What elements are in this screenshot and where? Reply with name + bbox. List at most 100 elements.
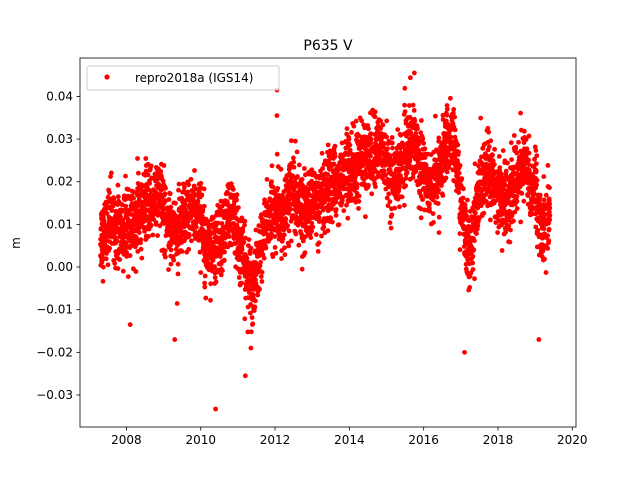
- data-point: [473, 210, 478, 216]
- data-point: [176, 181, 182, 187]
- x-tick-label: 2010: [185, 433, 216, 447]
- data-point: [202, 284, 208, 290]
- data-point: [384, 134, 389, 140]
- data-point: [518, 110, 523, 116]
- data-point: [542, 256, 547, 262]
- data-point: [222, 249, 227, 255]
- data-point: [543, 192, 549, 198]
- data-point: [452, 114, 457, 120]
- data-point: [431, 220, 436, 225]
- data-point: [541, 197, 547, 203]
- data-point: [145, 172, 151, 178]
- data-point: [547, 213, 553, 218]
- data-point: [189, 238, 194, 244]
- data-point: [521, 198, 527, 204]
- y-tick-label: 0.04: [46, 89, 73, 103]
- data-point: [330, 219, 335, 225]
- data-point: [166, 267, 171, 272]
- y-tick-label: 0.03: [46, 132, 73, 146]
- data-point: [123, 241, 129, 247]
- data-point: [470, 254, 476, 259]
- data-point: [109, 170, 114, 176]
- data-point: [451, 107, 457, 112]
- outlier-point: [213, 406, 219, 412]
- legend: repro2018a (IGS14): [86, 65, 280, 91]
- data-point: [519, 191, 525, 196]
- data-point: [434, 194, 440, 200]
- legend-marker: [104, 74, 110, 80]
- data-point: [448, 95, 453, 101]
- data-point: [279, 256, 284, 261]
- data-point: [291, 164, 297, 170]
- data-point: [488, 138, 494, 144]
- data-point: [508, 227, 513, 233]
- data-point: [541, 226, 547, 232]
- data-point: [123, 173, 128, 179]
- data-point: [168, 204, 174, 210]
- data-point: [291, 155, 296, 161]
- data-point: [158, 169, 164, 174]
- data-point: [125, 193, 131, 199]
- data-point: [188, 176, 194, 182]
- data-point: [380, 122, 386, 128]
- data-point: [456, 190, 462, 195]
- data-point: [491, 162, 497, 168]
- data-point: [329, 206, 335, 211]
- data-point: [134, 235, 139, 240]
- data-point: [293, 231, 299, 237]
- outlier-point: [274, 113, 280, 118]
- data-point: [299, 177, 305, 182]
- data-point: [457, 163, 463, 169]
- data-point: [381, 140, 386, 146]
- data-point: [534, 177, 540, 183]
- x-tick-label: 2016: [408, 433, 439, 447]
- data-point: [173, 200, 178, 206]
- data-point: [399, 194, 405, 200]
- data-point: [147, 181, 153, 186]
- data-point: [389, 135, 395, 140]
- data-point: [310, 224, 316, 230]
- data-point: [148, 222, 154, 228]
- data-point: [488, 217, 493, 223]
- data-point: [248, 329, 254, 335]
- data-point: [115, 182, 121, 188]
- data-point: [269, 179, 274, 185]
- data-point: [242, 222, 247, 228]
- data-point: [457, 231, 463, 237]
- data-point: [381, 168, 387, 174]
- data-point: [293, 138, 298, 144]
- data-point: [404, 170, 410, 176]
- data-point: [459, 176, 465, 182]
- data-point: [288, 206, 294, 212]
- data-point: [252, 304, 258, 310]
- data-point: [208, 297, 213, 303]
- data-point: [138, 237, 144, 243]
- data-point: [486, 129, 492, 135]
- data-point: [336, 222, 342, 228]
- data-point: [499, 248, 505, 253]
- data-point: [353, 118, 359, 124]
- data-point: [507, 239, 513, 245]
- data-point: [354, 181, 360, 187]
- y-tick-label: −0.01: [36, 303, 73, 317]
- data-point: [258, 259, 263, 265]
- data-point: [486, 144, 492, 150]
- data-point: [272, 245, 278, 250]
- data-point: [175, 261, 181, 267]
- data-point: [135, 156, 140, 161]
- data-point: [526, 150, 532, 156]
- data-point: [397, 204, 402, 210]
- data-point: [138, 246, 144, 252]
- data-point: [119, 207, 125, 213]
- data-point: [511, 218, 516, 224]
- outlier-point: [536, 337, 542, 342]
- data-point: [299, 266, 305, 272]
- data-point: [153, 222, 159, 227]
- data-point: [407, 158, 413, 164]
- data-point: [456, 170, 462, 176]
- data-point: [436, 230, 442, 236]
- data-point: [241, 239, 247, 245]
- data-point: [274, 151, 280, 157]
- data-point: [226, 234, 232, 239]
- data-point: [150, 232, 156, 238]
